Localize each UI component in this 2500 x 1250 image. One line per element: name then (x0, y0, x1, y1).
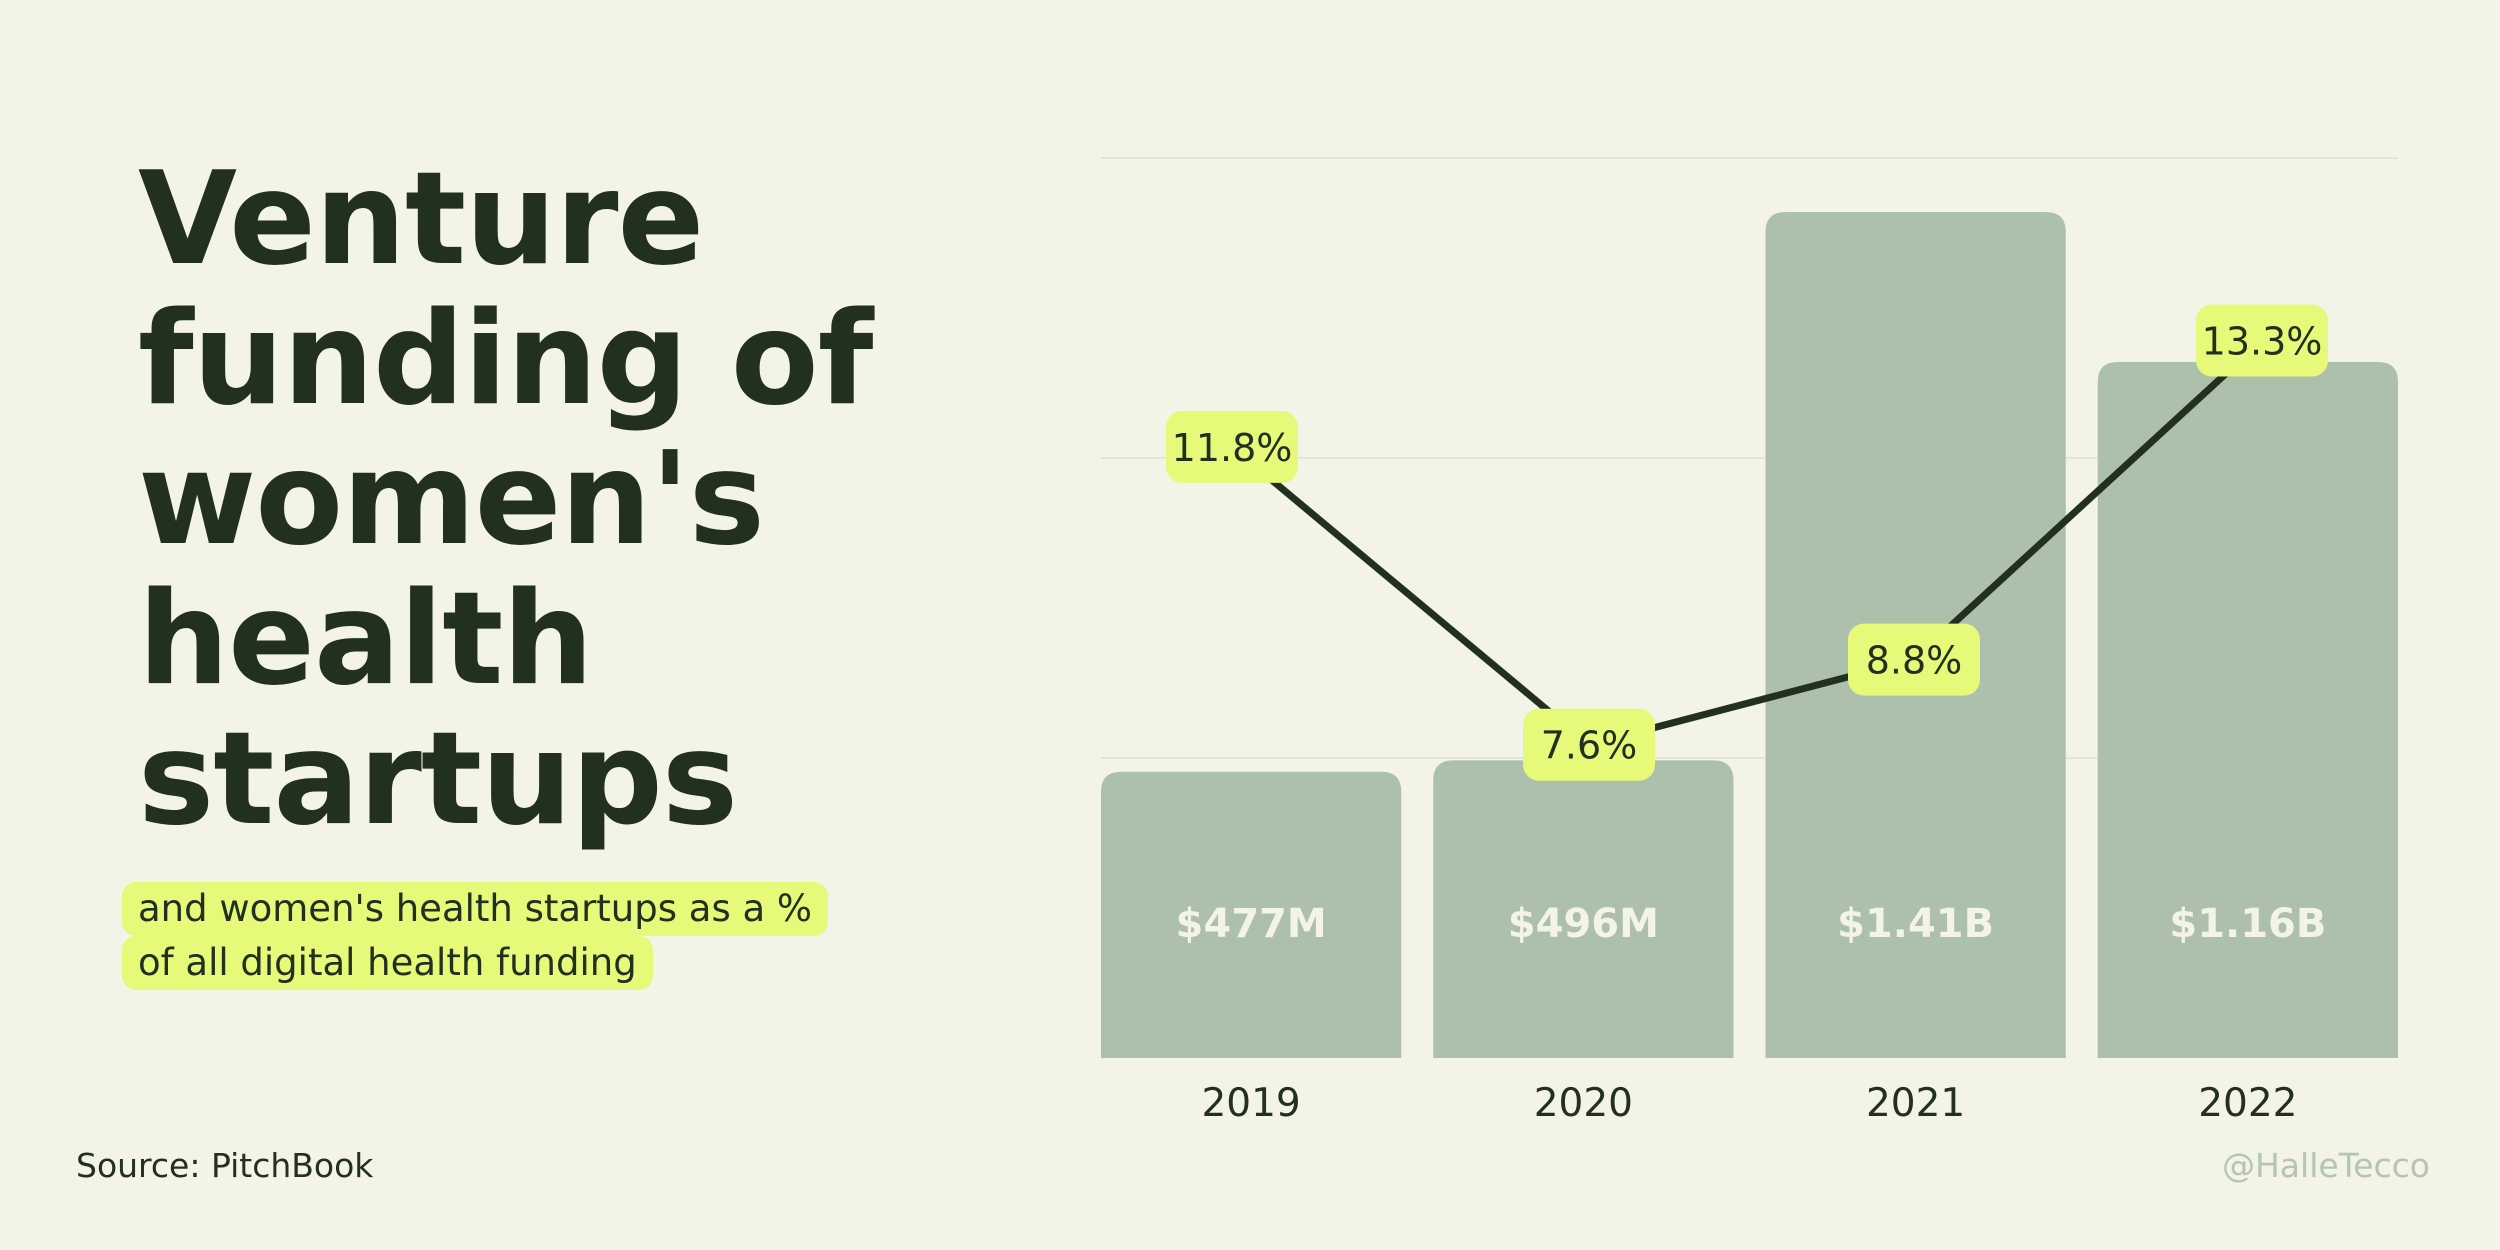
bar-value-label: $1.41B (1837, 901, 1994, 947)
line-point-marker (2196, 304, 2328, 377)
bar-2022 (2097, 362, 2398, 1058)
title-line: Venture (138, 145, 704, 294)
line-point-label: 7.6% (1541, 724, 1638, 768)
x-tick-label: 2021 (1866, 1081, 1965, 1126)
line-point-marker (1523, 708, 1655, 781)
subtitle-line-2: of all digital health funding (122, 936, 653, 990)
bar-2020 (1433, 760, 1734, 1058)
author-handle: @HalleTecco (2221, 1146, 2430, 1185)
page-title: Venture funding of women's health startu… (138, 150, 938, 850)
subtitle: and women's health startups as a % of al… (122, 882, 829, 990)
x-tick-label: 2022 (2198, 1081, 2297, 1126)
bar-value-label: $1.16B (2169, 901, 2326, 947)
line-point-marker (1848, 623, 1980, 696)
title-line: health (138, 565, 594, 714)
line-point-label: 8.8% (1866, 639, 1963, 683)
title-line: startups (138, 705, 738, 854)
title-line: funding of (138, 285, 873, 434)
source-note: Source: PitchBook (76, 1146, 374, 1185)
line-series (1229, 337, 2265, 749)
title-line: women's (138, 425, 765, 574)
bar-value-label: $477M (1176, 901, 1327, 947)
line-point-marker (1166, 410, 1298, 483)
line-point-label: 13.3% (2202, 320, 2323, 364)
subtitle-line-1: and women's health startups as a % (122, 882, 829, 936)
line-point-label: 11.8% (1172, 426, 1293, 470)
bar-value-label: $496M (1508, 901, 1659, 947)
x-tick-label: 2019 (1201, 1081, 1300, 1126)
x-tick-label: 2020 (1534, 1081, 1633, 1126)
bar-2019 (1101, 771, 1402, 1058)
